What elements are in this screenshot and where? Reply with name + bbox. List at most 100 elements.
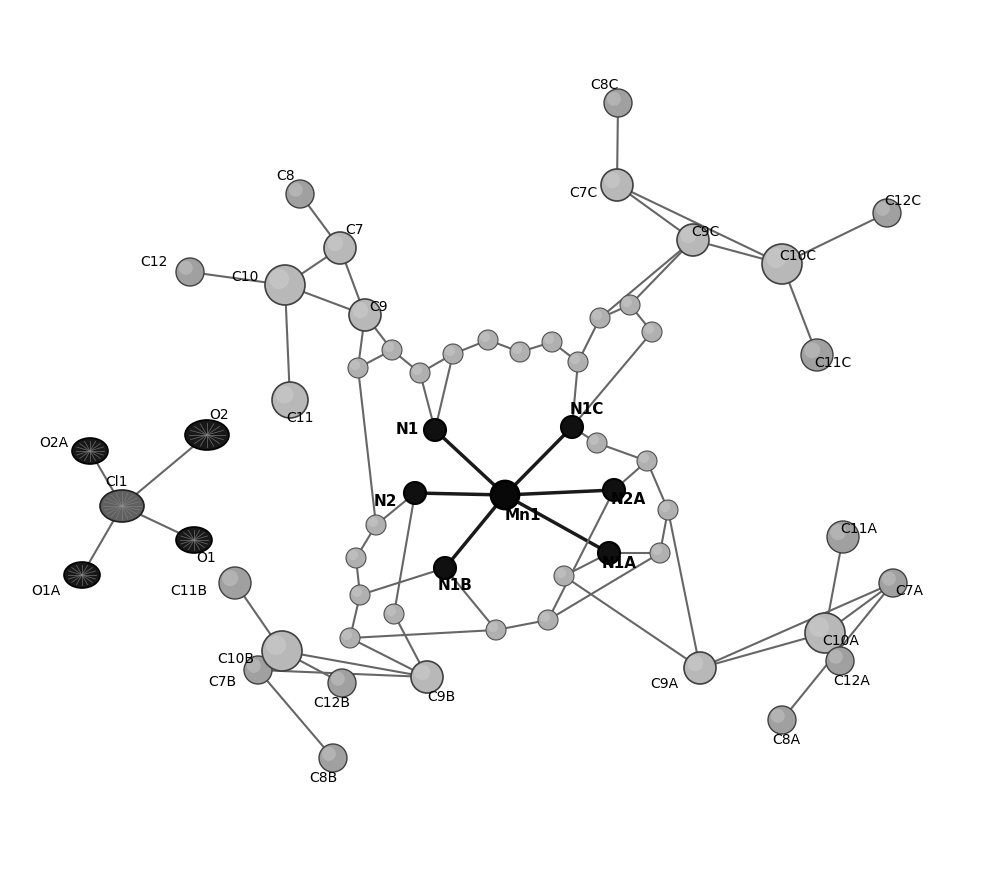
Text: C12A: C12A	[834, 674, 870, 688]
Text: C7: C7	[345, 223, 363, 237]
Ellipse shape	[179, 261, 193, 275]
Ellipse shape	[554, 566, 574, 586]
Ellipse shape	[538, 610, 558, 630]
Text: C11B: C11B	[170, 584, 208, 598]
Ellipse shape	[639, 453, 649, 463]
Ellipse shape	[542, 332, 562, 352]
Ellipse shape	[652, 545, 662, 555]
Ellipse shape	[412, 365, 422, 375]
Ellipse shape	[762, 244, 802, 284]
Ellipse shape	[544, 334, 554, 344]
Text: N1A: N1A	[602, 556, 637, 571]
Text: N1B: N1B	[438, 579, 472, 594]
Text: C10A: C10A	[823, 634, 859, 648]
Ellipse shape	[830, 524, 846, 540]
Ellipse shape	[176, 527, 212, 553]
Ellipse shape	[352, 302, 368, 318]
Ellipse shape	[386, 606, 396, 616]
Ellipse shape	[687, 655, 703, 671]
Text: O1: O1	[196, 551, 216, 565]
Ellipse shape	[219, 567, 251, 599]
Ellipse shape	[327, 235, 343, 251]
Ellipse shape	[644, 324, 654, 334]
Text: C10B: C10B	[218, 652, 254, 666]
Ellipse shape	[350, 360, 360, 370]
Ellipse shape	[622, 297, 632, 307]
Ellipse shape	[322, 747, 336, 761]
Ellipse shape	[598, 542, 620, 564]
Ellipse shape	[222, 570, 238, 586]
Text: O1A: O1A	[31, 584, 61, 598]
Text: N1C: N1C	[570, 402, 604, 417]
Ellipse shape	[510, 342, 530, 362]
Ellipse shape	[876, 202, 890, 216]
Text: Mn1: Mn1	[505, 507, 541, 522]
Text: C9C: C9C	[691, 225, 719, 239]
Ellipse shape	[342, 630, 352, 640]
Text: C12: C12	[140, 255, 168, 269]
Ellipse shape	[366, 515, 386, 535]
Ellipse shape	[873, 199, 901, 227]
Ellipse shape	[590, 308, 610, 328]
Ellipse shape	[620, 295, 640, 315]
Ellipse shape	[349, 299, 381, 331]
Ellipse shape	[64, 562, 100, 588]
Ellipse shape	[677, 224, 709, 256]
Ellipse shape	[604, 172, 620, 189]
Ellipse shape	[604, 89, 632, 117]
Text: C10: C10	[231, 270, 259, 284]
Text: O2: O2	[209, 408, 229, 422]
Text: C8B: C8B	[309, 771, 337, 785]
Text: N2: N2	[373, 493, 397, 508]
Ellipse shape	[650, 543, 670, 563]
Ellipse shape	[319, 744, 347, 772]
Text: C7C: C7C	[569, 186, 597, 200]
Text: C12B: C12B	[314, 696, 351, 710]
Ellipse shape	[556, 568, 566, 578]
Ellipse shape	[512, 344, 522, 354]
Ellipse shape	[348, 550, 358, 560]
Text: C8C: C8C	[590, 78, 618, 92]
Ellipse shape	[491, 481, 519, 509]
Ellipse shape	[540, 612, 550, 622]
Text: C9B: C9B	[427, 690, 455, 704]
Text: O2A: O2A	[39, 436, 69, 450]
Ellipse shape	[244, 656, 272, 684]
Text: C11C: C11C	[814, 356, 852, 370]
Ellipse shape	[680, 227, 696, 243]
Text: C8A: C8A	[772, 733, 800, 747]
Ellipse shape	[445, 346, 455, 356]
Ellipse shape	[486, 620, 506, 640]
Text: C7B: C7B	[208, 675, 236, 689]
Ellipse shape	[331, 672, 345, 685]
Ellipse shape	[804, 342, 820, 359]
Ellipse shape	[384, 342, 394, 352]
Ellipse shape	[414, 664, 430, 680]
Text: C10C: C10C	[779, 249, 817, 263]
Ellipse shape	[269, 269, 289, 289]
Ellipse shape	[829, 650, 843, 663]
Ellipse shape	[658, 500, 678, 520]
Ellipse shape	[478, 330, 498, 350]
Ellipse shape	[247, 659, 261, 673]
Ellipse shape	[434, 557, 456, 579]
Ellipse shape	[265, 265, 305, 305]
Ellipse shape	[266, 635, 286, 655]
Ellipse shape	[404, 482, 426, 504]
Ellipse shape	[826, 647, 854, 675]
Ellipse shape	[568, 352, 588, 372]
Text: C9: C9	[370, 300, 388, 314]
Text: C7A: C7A	[895, 584, 923, 598]
Ellipse shape	[809, 617, 829, 637]
Ellipse shape	[352, 587, 362, 597]
Ellipse shape	[768, 706, 796, 734]
Ellipse shape	[346, 548, 366, 568]
Ellipse shape	[340, 628, 360, 648]
Ellipse shape	[276, 386, 294, 403]
Ellipse shape	[480, 332, 490, 342]
Ellipse shape	[805, 613, 845, 653]
Ellipse shape	[289, 182, 303, 196]
Ellipse shape	[350, 585, 370, 605]
Ellipse shape	[488, 622, 498, 632]
Text: C12C: C12C	[884, 194, 922, 208]
